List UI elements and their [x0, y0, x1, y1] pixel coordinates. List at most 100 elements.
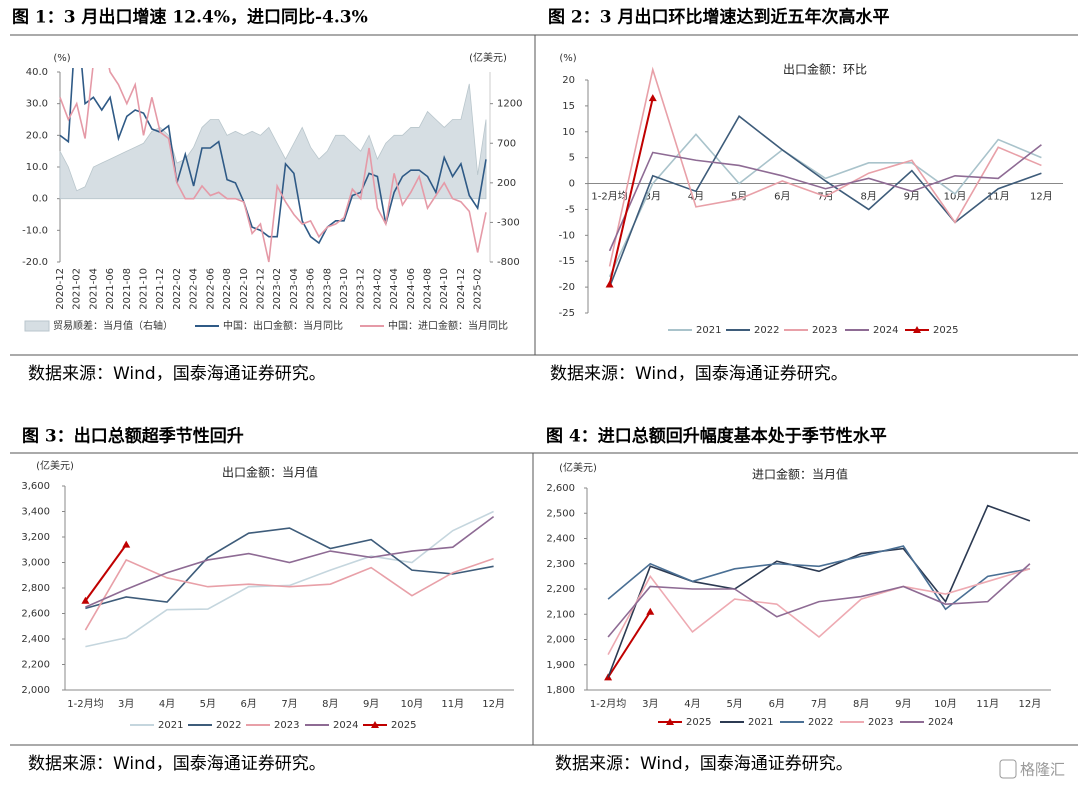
x-tick-label: 12月: [1019, 698, 1042, 710]
y-tick-label: 2,600: [546, 483, 575, 494]
line: [607, 568, 1031, 656]
legend-label: 2021: [748, 717, 773, 728]
x-tick-label: 6月: [769, 698, 785, 710]
x-tick-label: 11月: [976, 698, 999, 710]
y-axis-unit: (亿美元): [559, 461, 597, 474]
marker: [605, 280, 614, 288]
legend-label: 2022: [754, 325, 779, 336]
y-tick-label: 10.0: [26, 162, 48, 173]
x-tick-label: 9月: [904, 191, 920, 203]
x-tick-label: 11月: [441, 698, 464, 710]
x-tick-label: 2024-08: [423, 268, 434, 310]
legend-label: 2025: [686, 717, 711, 728]
y-tick-label: -15: [559, 256, 575, 267]
legend-marker: [666, 718, 674, 725]
legend-label: 中国：出口金额：当月同比: [223, 319, 343, 332]
source-note: 数据来源：Wind，国泰海通证券研究。: [28, 364, 326, 384]
legend-label: 2024: [928, 717, 953, 728]
line: [59, 68, 487, 263]
legend-label: 2023: [812, 325, 837, 336]
line: [608, 144, 1042, 252]
line: [608, 97, 654, 285]
line: [608, 66, 1042, 267]
x-tick-label: 5月: [726, 698, 742, 710]
y-tick-label: 2,600: [21, 609, 50, 620]
x-tick-label: 2021-02: [72, 268, 83, 310]
y-tick-label: 2,300: [546, 559, 575, 570]
x-tick-label: 2025-02: [473, 268, 484, 310]
x-tick-label: 2023-02: [272, 268, 283, 310]
plot-area: [59, 68, 487, 263]
legend-swatch: [24, 320, 50, 332]
line: [608, 133, 1042, 278]
x-tick-label: 6月: [774, 191, 790, 203]
y-tick-label: 10: [562, 127, 575, 138]
line: [85, 515, 495, 608]
line: [85, 510, 494, 648]
legend-label: 2021: [696, 325, 721, 336]
x-tick-label: 8月: [322, 698, 338, 710]
x-tick-label: 10月: [944, 191, 967, 203]
y-tick-label: -25: [559, 308, 575, 319]
watermark: 格隆汇: [1020, 761, 1065, 779]
x-tick-label: 10月: [934, 698, 957, 710]
x-tick-label: 2022-08: [222, 268, 233, 310]
legend-label: 2022: [216, 720, 241, 731]
x-tick-label: 2024-04: [389, 268, 400, 310]
y-tick-label: 3,600: [21, 481, 50, 492]
chart-title: 图 2：3 月出口环比增速达到近五年次高水平: [548, 7, 890, 28]
legend-label: 贸易顺差：当月值（右轴）: [53, 319, 173, 332]
y2-tick-label: -300: [497, 217, 520, 228]
x-tick-label: 2024-10: [439, 268, 450, 310]
y-tick-label: 1,900: [546, 660, 575, 671]
x-tick-label: 10月: [401, 698, 424, 710]
y-tick-label: -20.0: [22, 257, 48, 268]
y-axis-unit: (%): [53, 53, 70, 64]
x-tick-label: 2021-04: [88, 268, 99, 310]
y-tick-label: 2,100: [546, 609, 575, 620]
y-tick-label: -10.0: [22, 225, 48, 236]
chart-subtitle: 进口金额：当月值: [752, 467, 848, 482]
x-tick-label: 12月: [1030, 191, 1053, 203]
y2-tick-label: -800: [497, 257, 520, 268]
line: [607, 545, 1031, 611]
y-tick-label: -10: [559, 230, 575, 241]
line: [85, 527, 494, 610]
x-tick-label: 2020-12: [55, 268, 66, 310]
x-tick-label: 2024-06: [406, 268, 417, 310]
y-tick-label: 30.0: [26, 99, 48, 110]
x-tick-label: 2022-12: [255, 268, 266, 310]
source-note: 数据来源：Wind，国泰海通证券研究。: [28, 754, 326, 774]
y-tick-label: 2,000: [546, 635, 575, 646]
chart-title: 图 4：进口总额回升幅度基本处于季节性水平: [546, 426, 887, 447]
x-tick-label: 2023-10: [339, 268, 350, 310]
y-axis-unit: (%): [559, 53, 576, 64]
x-tick-label: 1-2月均: [590, 698, 626, 710]
marker: [648, 94, 657, 102]
x-tick-label: 4月: [159, 698, 175, 710]
plot-area: [605, 66, 1042, 288]
y-tick-label: 40.0: [26, 67, 48, 78]
line: [607, 563, 1031, 638]
source-note: 数据来源：Wind，国泰海通证券研究。: [555, 754, 853, 774]
plot-area: [604, 504, 1031, 681]
x-tick-label: 1-2月均: [67, 698, 103, 710]
line: [84, 544, 128, 602]
line: [59, 68, 487, 245]
marker: [81, 596, 90, 604]
y-tick-label: 2,400: [21, 634, 50, 645]
y-tick-label: -5: [565, 204, 575, 215]
x-tick-label: 4月: [684, 698, 700, 710]
chart-title: 图 1：3 月出口增速 12.4%，进口同比-4.3%: [12, 7, 368, 28]
x-tick-label: 9月: [363, 698, 379, 710]
watermark-logo: [999, 759, 1017, 779]
x-tick-label: 2022-10: [239, 268, 250, 310]
legend-label: 中国：进口金额：当月同比: [388, 319, 508, 332]
x-tick-label: 5月: [200, 698, 216, 710]
x-tick-label: 11月: [987, 191, 1010, 203]
line: [84, 557, 494, 631]
y2-tick-label: 1200: [497, 99, 522, 110]
marker: [646, 607, 655, 615]
x-tick-label: 2024-02: [372, 268, 383, 310]
